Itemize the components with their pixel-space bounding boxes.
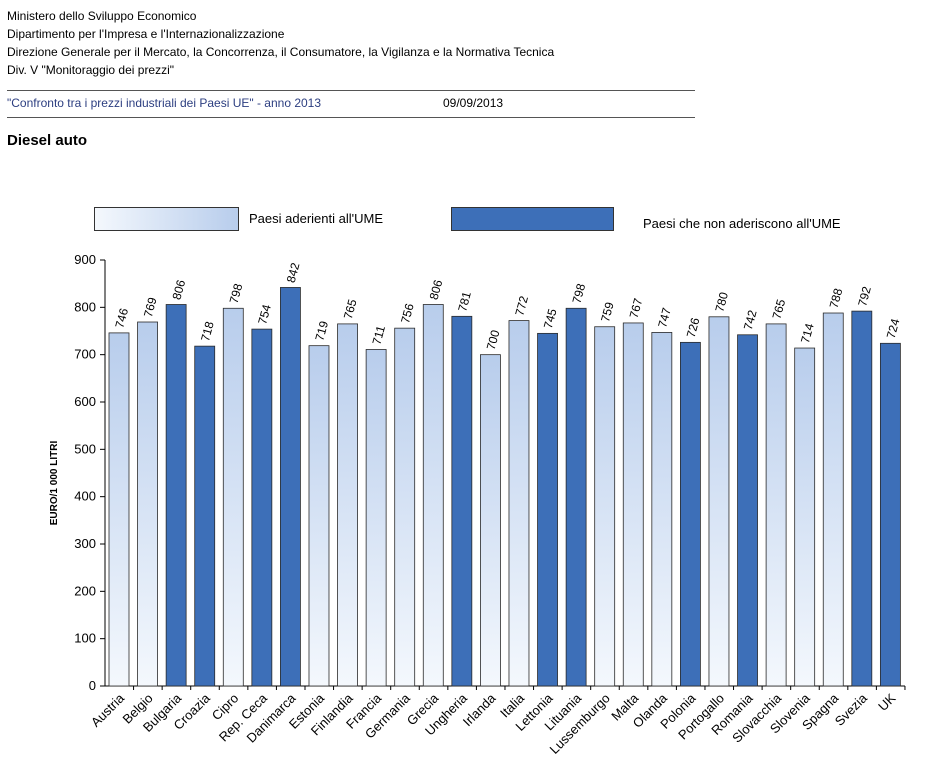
- y-tick-label: 200: [74, 583, 96, 598]
- bar-slovenia: [794, 347, 816, 687]
- bar-romania: [737, 334, 758, 687]
- value-label: 781: [455, 290, 474, 313]
- value-label: 772: [512, 294, 531, 317]
- value-label: 714: [798, 322, 817, 345]
- header-directorate: Direzione Generale per il Mercato, la Co…: [7, 45, 555, 59]
- header-rule-bottom: [7, 117, 695, 118]
- value-label: 759: [598, 300, 617, 323]
- value-label: 798: [569, 282, 588, 305]
- bar-irlanda: [480, 354, 501, 687]
- x-tick-label: Austria: [88, 690, 128, 730]
- legend-swatch-non-ume: [451, 207, 614, 231]
- legend-swatch-ume: [94, 207, 239, 231]
- value-label: 765: [341, 297, 360, 320]
- bar-lussemburgo: [594, 326, 616, 687]
- report-date: 09/09/2013: [443, 96, 504, 110]
- bar-bulgaria: [165, 304, 187, 687]
- value-label: 765: [769, 297, 788, 320]
- bar-lituania: [565, 307, 587, 687]
- y-axis-title: EURO/1 000 LITRI: [49, 441, 60, 526]
- y-tick-label: 600: [74, 394, 96, 409]
- bar-portogallo: [708, 316, 730, 687]
- x-tick-label: UK: [875, 690, 899, 714]
- value-label: 842: [284, 261, 303, 284]
- value-label: 745: [541, 307, 560, 330]
- section-title: Diesel auto: [7, 132, 88, 149]
- bar-francia: [365, 349, 387, 687]
- value-label: 788: [827, 287, 846, 310]
- bar-estonia: [308, 345, 330, 687]
- value-label: 756: [398, 302, 417, 325]
- value-label: 726: [684, 316, 703, 339]
- y-tick-label: 100: [74, 631, 96, 646]
- bar-svezia: [851, 310, 873, 687]
- value-label: 806: [170, 278, 189, 301]
- y-tick-label: 500: [74, 441, 96, 456]
- bar-uk: [879, 342, 901, 687]
- y-tick-label: 400: [74, 489, 96, 504]
- bar-grecia: [422, 304, 444, 687]
- value-label: 724: [884, 317, 903, 340]
- value-label: 792: [855, 285, 874, 308]
- value-label: 719: [312, 319, 331, 342]
- value-label: 780: [712, 290, 731, 313]
- value-label: 798: [227, 282, 246, 305]
- y-tick-label: 0: [89, 678, 96, 693]
- header-division: Div. V "Monitoraggio dei prezzi": [7, 63, 175, 77]
- report-subtitle: "Confronto tra i prezzi industriali dei …: [7, 96, 322, 110]
- y-tick-label: 300: [74, 536, 96, 551]
- value-label: 754: [255, 303, 274, 326]
- bar-malta: [622, 322, 644, 687]
- bar-italia: [508, 320, 530, 687]
- value-label: 767: [627, 296, 646, 319]
- legend-label-non-ume: Paesi che non aderiscono all'UME: [643, 216, 841, 231]
- legend-label-ume: Paesi aderienti all'UME: [249, 211, 383, 226]
- bar-ungheria: [451, 315, 473, 687]
- value-label: 718: [198, 320, 217, 343]
- bar-finlandia: [337, 323, 358, 687]
- x-tick-label: Irlanda: [460, 690, 499, 729]
- y-tick-label: 800: [74, 299, 96, 314]
- value-label: 769: [141, 296, 160, 319]
- value-label: 746: [112, 306, 131, 329]
- bar-germania: [394, 327, 416, 687]
- header-department: Dipartimento per l'Impresa e l'Internazi…: [7, 27, 285, 41]
- y-tick-label: 900: [74, 252, 96, 267]
- x-tick-label: Svezia: [832, 690, 871, 729]
- y-tick-label: 700: [74, 347, 96, 362]
- header-rule-top: [7, 90, 695, 91]
- value-label: 747: [655, 306, 674, 329]
- value-label: 742: [741, 308, 760, 331]
- bar-cipro: [222, 307, 244, 687]
- value-label: 711: [370, 324, 389, 346]
- value-label: 806: [427, 278, 446, 301]
- bar-slovacchia: [765, 323, 787, 687]
- bar-olanda: [651, 332, 673, 687]
- bar-danimarca: [280, 287, 301, 687]
- bar-spagna: [822, 312, 844, 687]
- bar-polonia: [680, 341, 701, 687]
- bar-croazia: [194, 345, 216, 687]
- bar-belgio: [137, 321, 158, 687]
- bar-lettonia: [537, 332, 558, 687]
- value-label: 700: [484, 328, 503, 351]
- bar-rep-ceca: [251, 328, 273, 687]
- bar-austria: [108, 332, 130, 687]
- header-ministry: Ministero dello Sviluppo Economico: [7, 9, 197, 23]
